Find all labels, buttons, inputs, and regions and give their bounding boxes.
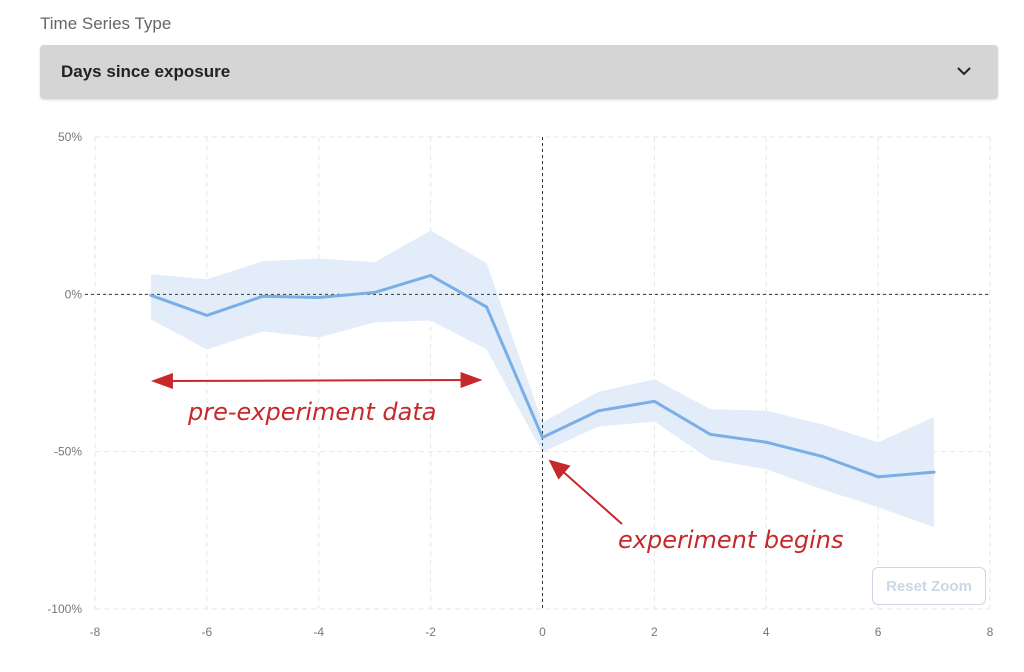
data-point (485, 305, 489, 309)
data-point (708, 432, 712, 436)
data-point (149, 293, 153, 297)
arrow-head-left (150, 373, 173, 389)
x-tick-label: -6 (202, 625, 213, 639)
time-series-type-select[interactable]: Days since exposure (40, 45, 998, 99)
chevron-down-icon (957, 67, 971, 76)
x-tick-label: 2 (651, 625, 658, 639)
data-point (652, 399, 656, 403)
data-point (261, 294, 265, 298)
x-tick-label: 6 (875, 625, 882, 639)
x-tick-label: -2 (425, 625, 436, 639)
data-point (876, 475, 880, 479)
data-point (205, 313, 209, 317)
y-tick-label: -50% (54, 445, 82, 459)
data-point (429, 273, 433, 277)
experiment-begins-annotation: experiment begins (618, 526, 844, 554)
y-tick-label: -100% (47, 602, 82, 616)
data-point (317, 295, 321, 299)
arrow-head-right (460, 372, 483, 388)
time-series-type-label: Time Series Type (40, 14, 172, 33)
data-point (820, 454, 824, 458)
y-tick-label: 50% (58, 130, 82, 144)
selected-value: Days since exposure (61, 62, 231, 81)
confidence-band (150, 230, 935, 528)
experiment-arrow-head (548, 459, 571, 480)
pre-experiment-annotation: pre-experiment data (187, 398, 436, 426)
x-tick-label: 8 (987, 625, 994, 639)
x-tick-label: 4 (763, 625, 770, 639)
data-point (373, 290, 377, 294)
data-point (932, 470, 936, 474)
reset-zoom-button[interactable]: Reset Zoom (872, 567, 986, 605)
x-tick-label: -4 (313, 625, 324, 639)
data-point (764, 440, 768, 444)
x-tick-label: -8 (90, 625, 101, 639)
x-tick-label: 0 (539, 625, 546, 639)
y-tick-label: 0% (65, 287, 83, 301)
data-point (596, 409, 600, 413)
pre-experiment-arrow-shaft (160, 379, 473, 382)
experiment-arrow-shaft (557, 466, 623, 525)
data-point (541, 436, 544, 440)
